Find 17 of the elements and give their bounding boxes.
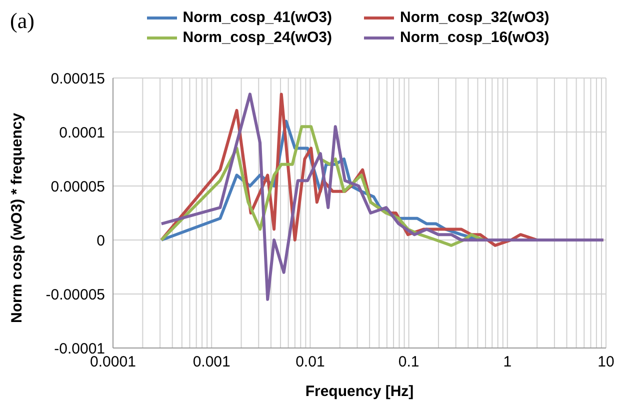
legend-label: Norm_cosp_24(wO3): [182, 28, 332, 48]
y-tick-label: 0.0001: [59, 124, 105, 142]
y-tick-label: 0: [96, 232, 105, 250]
legend-label: Norm_cosp_32(wO3): [400, 8, 550, 28]
x-tick-label: 0.1: [398, 354, 420, 371]
x-axis-title: Frequency [Hz]: [305, 383, 414, 400]
y-tick-label: 0.00015: [50, 70, 105, 88]
y-tick-label: -0.00005: [46, 286, 105, 304]
x-tick-label: 1: [503, 354, 512, 371]
y-tick-label: 0.00005: [50, 178, 105, 196]
legend-label: Norm_cosp_16(wO3): [400, 28, 550, 48]
x-tick-label: 0.01: [296, 354, 325, 371]
x-tick-label: 10: [598, 354, 614, 371]
y-axis-title: Norm cosp (wO3) * frequency: [8, 112, 26, 323]
x-tick-label: 0.001: [192, 354, 230, 371]
chart-title: (a): [10, 8, 34, 34]
legend-label: Norm_cosp_41(wO3): [182, 8, 332, 28]
